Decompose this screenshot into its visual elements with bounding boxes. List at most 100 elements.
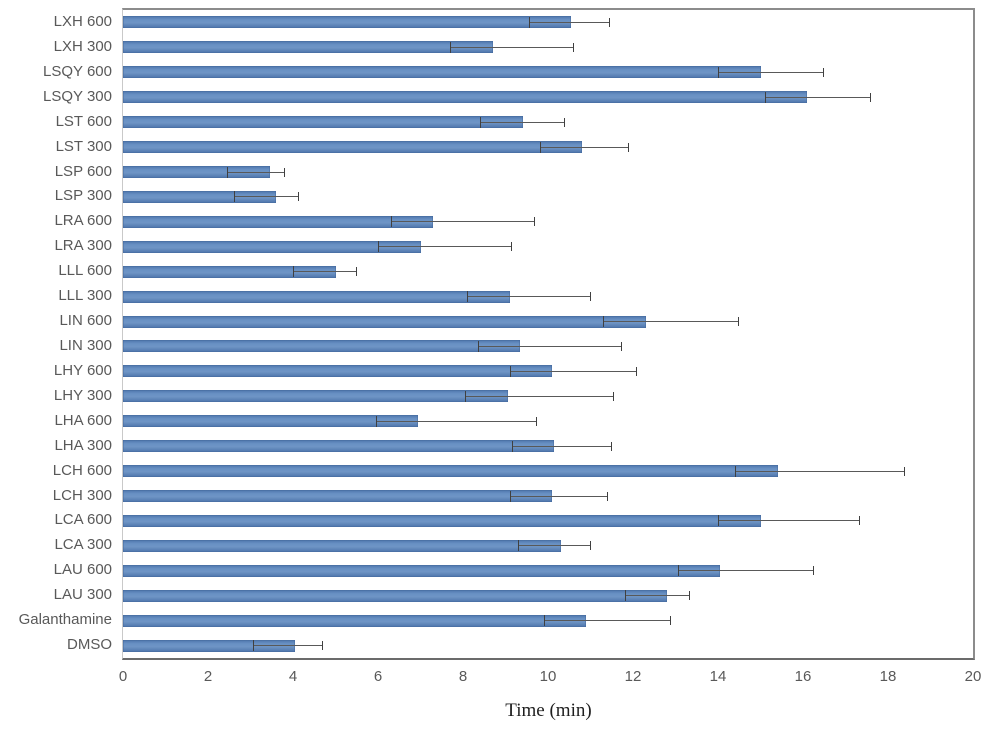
bar-lsqy-300: [123, 91, 808, 104]
error-cap-plus-lin-300: [621, 341, 623, 351]
error-cap-minus-lsqy-300: [764, 91, 766, 103]
error-cap-minus-lhy-300: [465, 390, 467, 402]
bar-lau-600: [123, 564, 721, 577]
y-tick-label-lra-300: LRA 300: [54, 237, 112, 255]
x-tick-label-12: 12: [624, 668, 642, 685]
error-cap-plus-lch-300: [606, 491, 608, 501]
error-cap-minus-lxh-300: [450, 41, 452, 53]
bar-lin-300: [123, 340, 521, 353]
error-cap-minus-lin-300: [477, 340, 479, 352]
error-cap-plus-dmso: [321, 641, 323, 651]
error-cap-minus-lha-300: [511, 440, 513, 452]
y-tick-label-lll-300: LLL 300: [58, 287, 112, 305]
error-bar-lhy-300: [465, 395, 614, 397]
error-cap-minus-lsp-300: [233, 191, 235, 203]
x-tick-label-2: 2: [203, 668, 213, 685]
error-bar-lha-300: [511, 445, 612, 447]
error-cap-plus-lhy-300: [612, 391, 614, 401]
error-cap-minus-lau-600: [677, 565, 679, 577]
bar-lsqy-600: [123, 66, 761, 79]
x-tick-label-8: 8: [458, 668, 468, 685]
y-tick-label-lha-300: LHA 300: [54, 436, 112, 454]
y-tick-label-lch-300: LCH 300: [52, 486, 112, 504]
error-cap-plus-lxh-300: [572, 42, 574, 52]
error-cap-plus-lll-300: [589, 292, 591, 302]
error-cap-minus-lin-600: [603, 316, 605, 328]
bar-lha-600: [123, 415, 419, 428]
error-cap-plus-lca-300: [589, 541, 591, 551]
error-cap-plus-lst-600: [564, 117, 565, 127]
x-tick-label-6: 6: [373, 668, 383, 685]
error-cap-minus-lca-600: [718, 515, 719, 527]
error-bar-lin-600: [603, 321, 740, 323]
bar-lst-300: [123, 141, 582, 154]
error-cap-plus-lsp-600: [283, 167, 285, 177]
bar-galanthamine: [123, 614, 587, 627]
x-tick-label-10: 10: [539, 668, 557, 685]
error-bar-lxh-300: [450, 46, 574, 48]
error-cap-plus-lxh-600: [608, 17, 610, 27]
x-tick-label-18: 18: [879, 668, 897, 685]
error-bar-lau-600: [677, 570, 814, 572]
error-cap-minus-lha-600: [375, 415, 377, 427]
error-bar-lsqy-300: [764, 96, 871, 98]
y-tick-label-dmso: DMSO: [67, 636, 112, 654]
error-cap-minus-lra-300: [378, 241, 379, 253]
error-bar-lll-300: [467, 296, 591, 298]
bar-lau-300: [123, 589, 667, 602]
error-cap-minus-lst-600: [480, 116, 481, 128]
error-cap-plus-lsqy-600: [823, 67, 825, 77]
y-tick-label-lca-300: LCA 300: [54, 536, 112, 554]
bar-lin-600: [123, 315, 646, 328]
error-cap-minus-dmso: [252, 640, 254, 652]
y-tick-label-lau-600: LAU 600: [53, 561, 112, 579]
error-cap-plus-lsqy-300: [870, 92, 871, 102]
error-cap-plus-lau-300: [689, 591, 691, 601]
error-bar-galanthamine: [543, 620, 672, 622]
x-tick-label-14: 14: [709, 668, 727, 685]
y-tick-label-lxh-300: LXH 300: [53, 37, 112, 55]
y-tick-label-lin-600: LIN 600: [59, 312, 112, 330]
bar-lhy-300: [123, 390, 508, 403]
x-tick-label-16: 16: [794, 668, 812, 685]
error-bar-lsp-600: [227, 171, 285, 173]
y-tick-label-lhy-600: LHY 600: [53, 361, 112, 379]
plot-area: [122, 8, 975, 660]
error-bar-lau-300: [624, 595, 691, 597]
error-cap-plus-lha-300: [610, 441, 612, 451]
error-cap-plus-lau-600: [812, 566, 814, 576]
y-tick-label-lca-600: LCA 600: [54, 511, 112, 529]
y-axis-labels: LXH 600 LXH 300 LSQY 600 LSQY 300 LST 600 LST…: [0, 10, 112, 658]
bar-lca-300: [123, 539, 561, 552]
y-tick-label-lxh-600: LXH 600: [53, 13, 112, 30]
y-tick-label-lhy-300: LHY 300: [53, 386, 112, 404]
error-cap-minus-lch-600: [735, 465, 736, 477]
y-tick-label-lch-600: LCH 600: [52, 461, 112, 479]
error-cap-minus-lch-300: [509, 490, 511, 502]
bar-lca-600: [123, 514, 761, 527]
error-bar-lca-600: [718, 520, 861, 522]
error-cap-plus-lch-600: [904, 466, 905, 476]
y-tick-label-lsp-600: LSP 600: [54, 162, 112, 180]
y-tick-label-lau-300: LAU 300: [53, 586, 112, 604]
error-bar-lst-300: [539, 146, 629, 148]
error-cap-plus-lin-600: [738, 317, 740, 327]
error-bar-lin-300: [477, 345, 623, 347]
error-bar-lst-600: [480, 121, 565, 123]
error-bar-lca-300: [518, 545, 591, 547]
y-tick-label-galanthamine: Galanthamine: [18, 611, 112, 629]
error-cap-plus-lsp-300: [298, 192, 300, 202]
x-tick-label-0: 0: [118, 668, 128, 685]
error-cap-minus-lra-600: [390, 216, 392, 228]
y-tick-label-lst-600: LST 600: [55, 112, 112, 130]
bar-lll-300: [123, 290, 510, 303]
error-cap-minus-lca-300: [518, 540, 520, 552]
error-cap-minus-lst-300: [539, 141, 541, 153]
error-cap-minus-lll-600: [293, 266, 294, 278]
bar-lhy-600: [123, 365, 553, 378]
y-tick-label-lsqy-300: LSQY 300: [43, 87, 112, 105]
error-bar-lha-600: [375, 420, 538, 422]
error-bar-lch-600: [735, 470, 905, 472]
error-cap-plus-lhy-600: [636, 366, 638, 376]
